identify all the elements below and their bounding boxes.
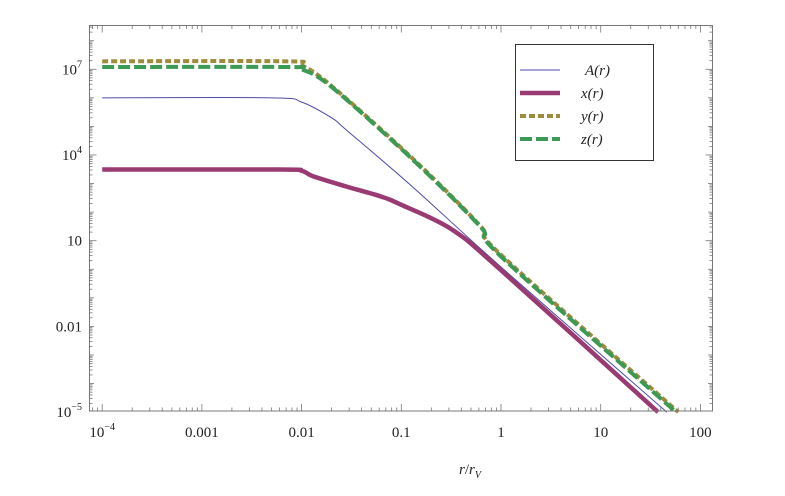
y-tick-label: 10 bbox=[67, 234, 82, 250]
x-tick-label: 10−4 bbox=[89, 422, 115, 441]
series-line-xr bbox=[102, 167, 660, 414]
x-tick-label: 0.001 bbox=[185, 425, 219, 441]
y-tick-label: 107 bbox=[62, 59, 82, 78]
legend-label: z(r) bbox=[580, 132, 603, 148]
x-tick-label: 0.01 bbox=[288, 425, 314, 441]
legend-label: x(r) bbox=[580, 86, 604, 102]
x-tick-label: 100 bbox=[689, 425, 712, 441]
legend-box bbox=[515, 44, 654, 161]
series-line-zr bbox=[102, 64, 678, 414]
legend-label: y(r) bbox=[579, 109, 604, 125]
y-tick-label: 10−5 bbox=[56, 402, 82, 421]
curves bbox=[102, 59, 680, 414]
plot-frame bbox=[89, 25, 713, 412]
legend-label: A(r) bbox=[584, 63, 610, 79]
y-tick-label: 104 bbox=[62, 145, 82, 164]
x-tick-label: 10 bbox=[593, 425, 608, 441]
x-tick-label: 1 bbox=[497, 425, 505, 441]
series-line-ar bbox=[102, 97, 668, 413]
y-tick-label: 0.01 bbox=[56, 319, 82, 335]
x-axis-label: r/rV bbox=[459, 462, 483, 481]
legend: A(r) x(r) y(r) z(r) bbox=[515, 44, 654, 161]
x-tick-label: 0.1 bbox=[392, 425, 411, 441]
